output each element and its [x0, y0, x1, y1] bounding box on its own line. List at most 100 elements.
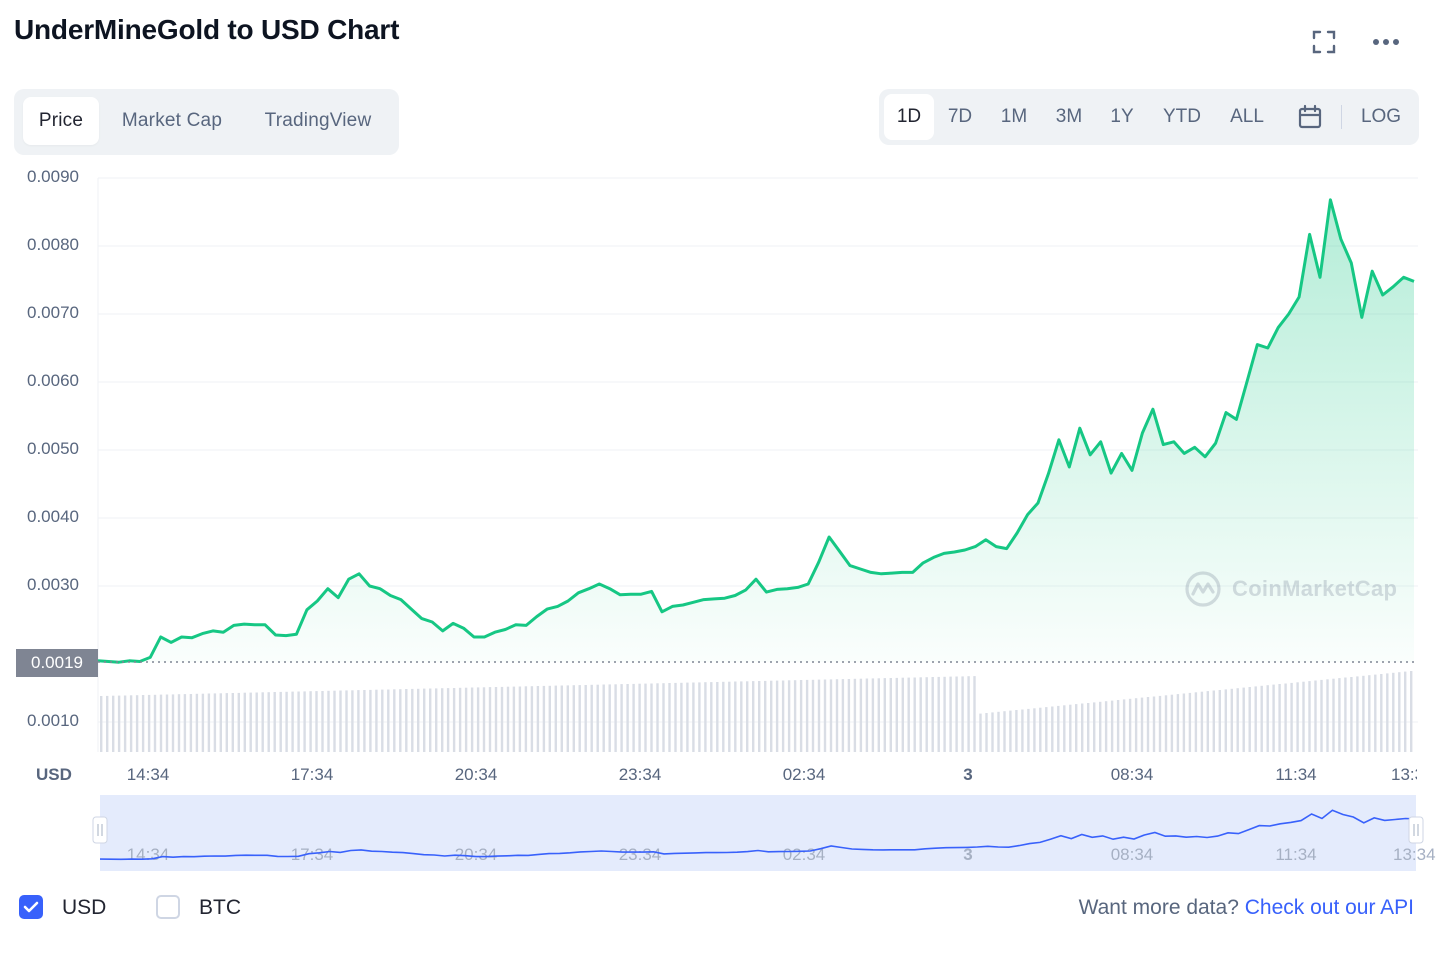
range-all[interactable]: ALL [1230, 106, 1264, 127]
volume-bar [865, 678, 869, 752]
volume-bar [1224, 689, 1227, 752]
usd-checkbox-label[interactable]: USD [62, 896, 107, 919]
volume-bar [901, 677, 904, 752]
volume-bar [793, 680, 797, 752]
volume-bar [1110, 700, 1114, 752]
range-1y[interactable]: 1Y [1110, 106, 1134, 127]
volume-bar [608, 684, 611, 752]
more-dots-icon[interactable] [1368, 24, 1404, 60]
y-axis-tick-label: 0.0010 [27, 711, 79, 730]
volume-bar [1093, 702, 1096, 752]
range-1m[interactable]: 1M [1000, 106, 1028, 127]
volume-bar [189, 694, 193, 752]
volume-bar [1188, 692, 1192, 752]
volume-bar [1254, 686, 1257, 752]
volume-bar [1057, 705, 1060, 752]
volume-bar [261, 692, 264, 752]
navigator-line [99, 809, 1417, 861]
volume-bar [991, 712, 994, 752]
volume-bar [752, 681, 755, 752]
y-axis-tick-label: 0.0060 [27, 371, 79, 390]
volume-bar [566, 685, 569, 752]
volume-bar [775, 680, 779, 752]
volume-bar [1278, 684, 1281, 752]
navigator-right-handle[interactable] [1408, 816, 1424, 844]
coinmarketcap-logo-icon [1185, 571, 1221, 607]
volume-bar [1033, 708, 1036, 752]
usd-checkbox[interactable] [19, 895, 43, 919]
tab-market-cap[interactable]: Market Cap [121, 110, 223, 131]
volume-bar [1302, 681, 1305, 752]
chart-title: UnderMineGold to USD Chart [14, 14, 400, 45]
volume-bar [393, 689, 396, 752]
volume-bar [279, 691, 282, 752]
api-prompt-text: Want more data? [1078, 896, 1239, 919]
btc-checkbox[interactable] [156, 895, 180, 919]
currency-axis-label: USD [36, 765, 72, 784]
volume-bar [1290, 682, 1293, 752]
volume-bar [626, 684, 629, 752]
tab-price[interactable]: Price [23, 97, 99, 145]
volume-bar [997, 711, 1000, 752]
volume-bar [327, 690, 330, 752]
x-axis-tick-label: 3 [963, 765, 973, 784]
navigator-left-handle[interactable] [92, 816, 108, 844]
time-range-selector: 1D 7D 1M 3M 1Y YTD ALL LOG [879, 89, 1419, 145]
volume-bar [1134, 698, 1138, 752]
volume-bar [620, 684, 623, 752]
volume-bar [847, 679, 851, 752]
calendar-icon[interactable] [1285, 94, 1335, 140]
volume-bar [1284, 683, 1287, 752]
volume-bar [578, 685, 581, 752]
volume-bar [632, 683, 635, 752]
volume-bar [967, 676, 970, 752]
volume-bar [369, 689, 372, 752]
volume-bar [506, 686, 510, 752]
range-3m[interactable]: 3M [1055, 106, 1083, 127]
volume-bar [1212, 690, 1215, 752]
volume-bar [1242, 687, 1245, 752]
volume-bar [614, 684, 617, 752]
volume-bar [961, 676, 964, 752]
volume-bar [973, 676, 976, 752]
navigator-tick-label: 02:34 [783, 845, 826, 864]
range-ytd[interactable]: YTD [1163, 106, 1201, 127]
btc-checkbox-label[interactable]: BTC [199, 896, 241, 919]
range-1d[interactable]: 1D [884, 94, 934, 140]
volume-bar [740, 681, 743, 752]
x-axis-tick-label: 08:34 [1110, 765, 1154, 784]
volume-bar [112, 695, 115, 752]
navigator-tick-label: 17:34 [291, 845, 334, 864]
volume-bar [704, 682, 707, 752]
volume-bar [1326, 679, 1329, 752]
range-7d[interactable]: 7D [947, 106, 973, 127]
volume-bar [1158, 695, 1162, 752]
volume-bar [734, 681, 737, 752]
volume-bar [829, 679, 833, 752]
volume-bar [482, 687, 486, 752]
y-axis-tick-label: 0.0080 [27, 235, 79, 254]
tab-tradingview[interactable]: TradingView [264, 110, 372, 131]
coinmarketcap-watermark: CoinMarketCap [1184, 570, 1397, 608]
volume-bar [680, 682, 683, 752]
volume-bar [584, 685, 587, 752]
volume-bar [1362, 675, 1365, 752]
api-link[interactable]: Check out our API [1244, 896, 1414, 919]
volume-bar [656, 683, 659, 752]
log-scale-toggle[interactable]: LOG [1360, 106, 1402, 127]
volume-bar [698, 682, 701, 752]
volume-bar [602, 684, 605, 752]
volume-bar [1332, 678, 1335, 752]
volume-bar [590, 684, 593, 752]
volume-bar [1116, 700, 1120, 752]
volume-bar [949, 676, 952, 752]
volume-bar [871, 678, 875, 752]
y-axis-tick-label: 0.0040 [27, 507, 79, 526]
volume-bar [381, 689, 384, 752]
navigator-tick-label: 3 [963, 845, 972, 864]
volume-bar [237, 692, 240, 752]
volume-bar [1045, 707, 1048, 752]
fullscreen-icon[interactable] [1306, 24, 1342, 60]
